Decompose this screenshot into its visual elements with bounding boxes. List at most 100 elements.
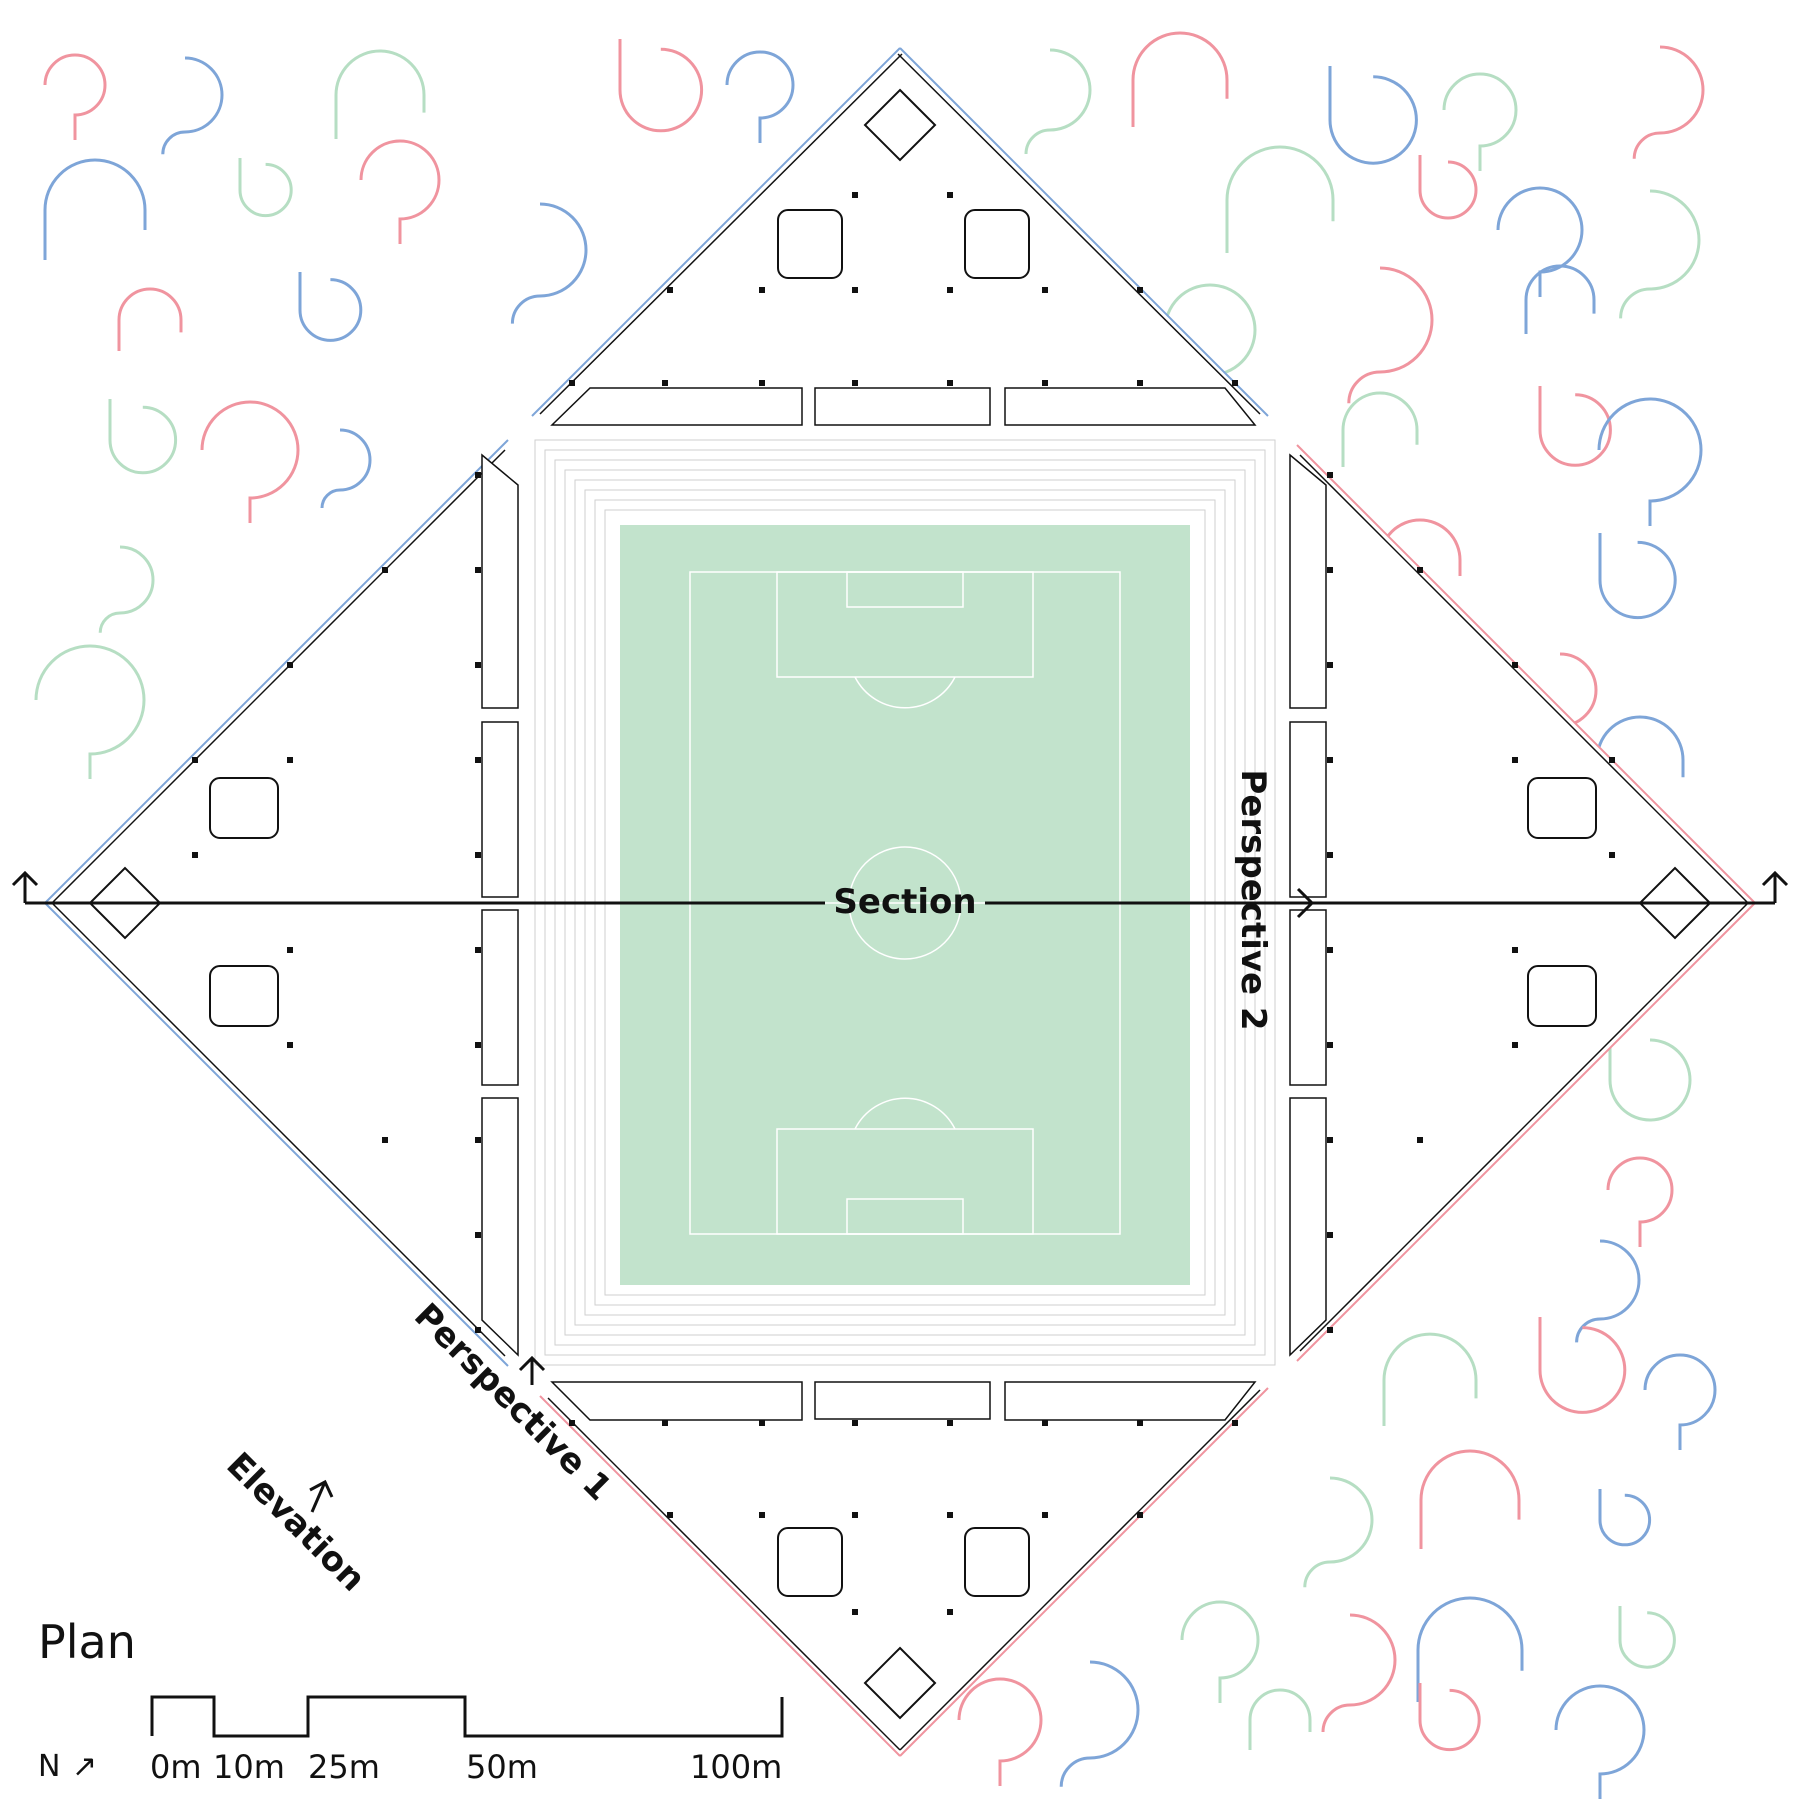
structural-columns [192, 192, 1615, 1615]
column-marker [667, 287, 673, 293]
squiggle-shape [1618, 1606, 1676, 1669]
squiggle-shape [1442, 72, 1518, 171]
column-marker [475, 1232, 481, 1238]
squiggle-shape [1416, 1596, 1524, 1702]
squiggle-shape [1341, 391, 1419, 467]
football-pitch [620, 525, 1190, 1285]
column-marker [1512, 757, 1518, 763]
squiggle-shape [1598, 533, 1677, 620]
column-marker [1512, 1042, 1518, 1048]
squiggle-shape [1328, 66, 1418, 165]
facade-lines [44, 47, 1756, 1757]
decorative-squiggle-pattern [34, 31, 1717, 1799]
squiggle-shape [1419, 1449, 1521, 1549]
facade-inner-lines [51, 53, 1749, 1751]
squiggle-shape [1303, 1476, 1374, 1588]
squiggle-shape [1248, 1688, 1312, 1750]
column-marker [947, 1420, 953, 1426]
perspective-2-label: Perspective 2 [1233, 769, 1273, 1030]
section-label: Section [833, 882, 976, 922]
squiggle-shape [618, 39, 704, 133]
column-marker [1327, 852, 1333, 858]
scale-bar [150, 1695, 784, 1738]
squiggle-shape [320, 428, 372, 509]
squiggle-shape [298, 272, 363, 342]
squiggle-shape [1619, 189, 1701, 319]
column-marker [947, 192, 953, 198]
squiggle-shape [334, 49, 426, 139]
column-marker [475, 567, 481, 573]
column-marker [1417, 567, 1423, 573]
squiggle-shape [1597, 397, 1703, 526]
squiggle-shape [1225, 145, 1335, 253]
column-marker [759, 1512, 765, 1518]
column-marker [1232, 380, 1238, 386]
column-marker [947, 380, 953, 386]
column-marker [287, 947, 293, 953]
column-marker [1327, 472, 1333, 478]
column-marker [475, 852, 481, 858]
squiggle-shape [98, 545, 155, 633]
squiggle-shape [1595, 715, 1685, 803]
squiggle-shape [1608, 1030, 1692, 1122]
squiggle-shape [957, 1677, 1043, 1786]
column-marker [947, 287, 953, 293]
column-marker [1327, 1232, 1333, 1238]
squiggle-shape [1418, 155, 1478, 220]
column-marker [287, 1042, 293, 1048]
north-label: N [38, 1749, 60, 1784]
concourse-blocks [481, 387, 1327, 1421]
squiggle-shape [34, 644, 146, 779]
squiggle-shape [117, 287, 183, 351]
squiggle-shape [1575, 1239, 1641, 1343]
column-marker [382, 1137, 388, 1143]
column-marker [1512, 947, 1518, 953]
squiggle-shape [359, 139, 441, 244]
column-marker [852, 192, 858, 198]
elevation-label: Elevation [219, 1445, 374, 1600]
squiggle-shape [1598, 1489, 1652, 1547]
squiggle-shape [510, 202, 588, 324]
column-marker [287, 757, 293, 763]
column-marker [759, 1420, 765, 1426]
column-marker [1137, 1512, 1143, 1518]
elevation-arrow [309, 1479, 334, 1513]
squiggle-shape [108, 399, 178, 475]
column-marker [569, 380, 575, 386]
column-marker [1042, 1420, 1048, 1426]
squiggle-shape [1496, 186, 1584, 297]
plan-title: Plan [38, 1615, 136, 1669]
column-marker [1232, 1420, 1238, 1426]
scale-tick-100m: 100m [690, 1748, 782, 1786]
scale-tick-0m: 0m [150, 1748, 202, 1786]
column-marker [947, 1609, 953, 1615]
column-marker [667, 1512, 673, 1518]
squiggle-shape [1347, 266, 1434, 404]
column-marker [1327, 757, 1333, 763]
squiggle-shape [1024, 48, 1092, 155]
column-marker [1512, 662, 1518, 668]
squiggle-shape [1538, 1317, 1627, 1414]
column-marker [852, 287, 858, 293]
column-marker [1327, 947, 1333, 953]
column-marker [1327, 1137, 1333, 1143]
column-marker [947, 1512, 953, 1518]
north-arrow-icon: ↗ [72, 1749, 97, 1784]
column-marker [475, 662, 481, 668]
squiggle-shape [200, 400, 300, 523]
column-marker [852, 1609, 858, 1615]
squiggle-shape [1554, 1684, 1646, 1799]
column-marker [1327, 1327, 1333, 1333]
squiggle-shape [238, 158, 293, 218]
column-marker [1327, 662, 1333, 668]
column-marker [1042, 287, 1048, 293]
column-marker [1042, 1512, 1048, 1518]
column-marker [662, 1420, 668, 1426]
column-marker [475, 1042, 481, 1048]
column-marker [1609, 852, 1615, 858]
column-marker [852, 1420, 858, 1426]
squiggle-shape [1606, 1156, 1674, 1247]
squiggle-shape [161, 56, 224, 155]
section-cut-line [11, 870, 1789, 905]
